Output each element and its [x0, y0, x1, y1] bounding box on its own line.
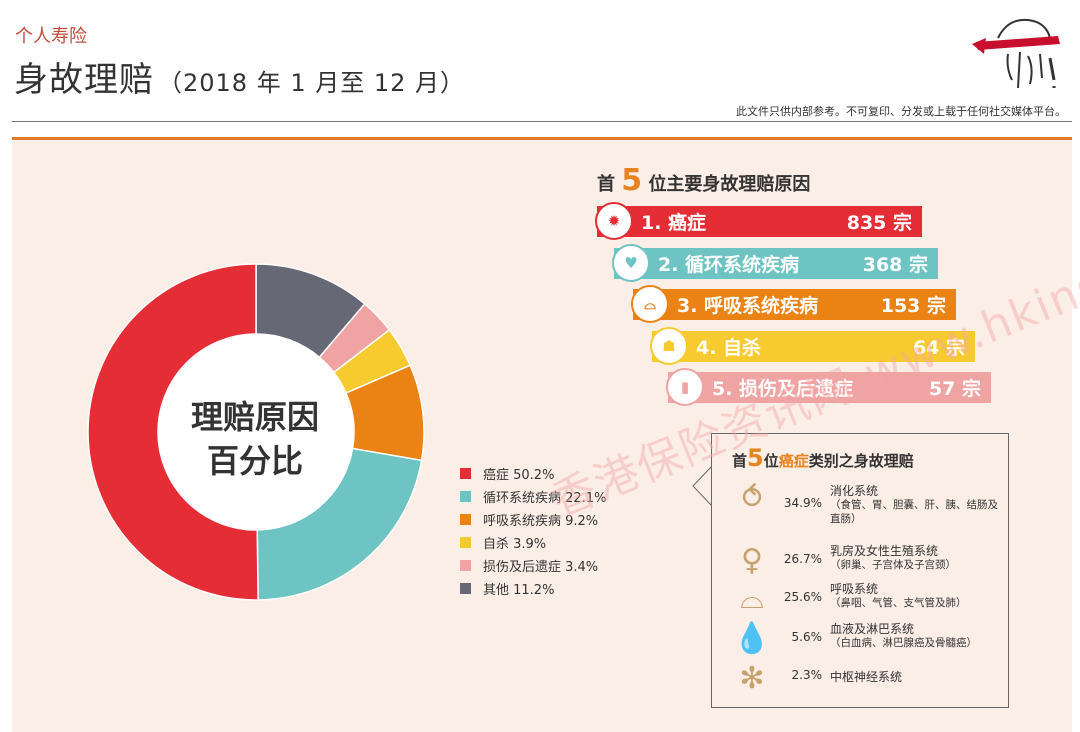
top5-title-suffix: 位主要身故理赔原因: [648, 174, 811, 195]
title-text: 身故理赔: [14, 60, 154, 100]
cancer-category-detail: （白血病、淋巴腺癌及骨髓癌）: [830, 637, 977, 649]
cause-name: 5. 损伤及后遗症: [712, 378, 854, 400]
cancer-title-highlight: 癌症: [778, 452, 809, 470]
cancer-category-name: 呼吸系统: [830, 582, 879, 596]
legend-swatch: [460, 468, 471, 479]
category-label: 个人寿险: [15, 26, 87, 47]
legend-swatch: [460, 537, 471, 548]
cause-count: 368 宗: [862, 254, 928, 276]
cancer-categories-box: 首5位癌症类别之身故理赔 ⥀ 34.9% 消化系统 （食管、胃、胆囊、肝、胰、结肠及直…: [711, 433, 1009, 708]
cause-count: 153 宗: [880, 295, 946, 317]
top5-causes-title: 首 5 位主要身故理赔原因: [597, 163, 810, 198]
cancer-title-number: 5: [747, 444, 764, 472]
cause-count: 835 宗: [846, 212, 912, 234]
cancer-category-pct: 34.9%: [783, 496, 822, 510]
cause-name: 4. 自杀: [696, 337, 762, 359]
legend-swatch: [460, 583, 471, 594]
cancer-title-middle: 位: [763, 452, 779, 470]
header-accent-rule: [12, 137, 1072, 140]
cause-icon-1: ✹: [595, 202, 633, 240]
legend-label: 自杀 3.9%: [483, 537, 547, 552]
top5-title-prefix: 首: [597, 174, 615, 195]
cancer-category-name: 乳房及女性生殖系统: [830, 544, 939, 558]
legend-item-1: 癌症 50.2%: [460, 462, 606, 485]
legend-item-6: 其他 11.2%: [460, 577, 606, 600]
legend-item-2: 循环系统疾病 22.1%: [460, 485, 606, 508]
cancer-category-pct: 2.3%: [791, 668, 823, 682]
top5-title-number: 5: [621, 163, 643, 198]
cancer-category-pct: 26.7%: [783, 552, 822, 566]
cancer-category-pct: 25.6%: [783, 590, 822, 604]
company-logo-icon: [972, 18, 1060, 89]
cause-bar-5: ▮ 5. 损伤及后遗症 57 宗: [666, 368, 991, 406]
cause-icon-5: ▮: [666, 368, 704, 406]
cause-name: 1. 癌症: [641, 212, 707, 234]
legend-label: 其他 11.2%: [483, 583, 555, 598]
cancer-category-name: 中枢神经系统: [830, 670, 903, 684]
donut-hole: [158, 334, 354, 530]
cancer-category-detail: （卵巢、子宫体及子宫颈）: [830, 559, 956, 571]
legend-item-4: 自杀 3.9%: [460, 531, 606, 554]
cancer-category-detail: （食管、胃、胆囊、肝、胰、结肠及直肠）: [830, 499, 998, 525]
title-period: （2018 年 1 月至 12 月）: [158, 69, 466, 97]
cause-count: 64 宗: [912, 337, 965, 359]
donut-center-line2: 百分比: [206, 442, 303, 480]
disclaimer: 此文件只供内部参考。不可复印、分发或上载于任何社交媒体平台。: [736, 105, 1066, 118]
donut-chart: [87, 263, 425, 601]
cause-bar-2: ♥ 2. 循环系统疾病 368 宗: [612, 244, 938, 282]
lungs-icon: ⌓: [740, 581, 764, 616]
cancer-title-prefix: 首: [732, 452, 748, 470]
donut-center-line1: 理赔原因: [190, 398, 319, 436]
cancer-category-detail: （鼻咽、气管、支气管及肺）: [830, 597, 967, 609]
uterus-icon: ♀: [741, 543, 763, 578]
cancer-box-title: 首5位癌症类别之身故理赔: [732, 444, 914, 472]
cancer-category-name: 血液及淋巴系统: [830, 622, 915, 636]
cause-name: 3. 呼吸系统疾病: [677, 295, 819, 317]
page-title: 身故理赔 （2018 年 1 月至 12 月）: [14, 52, 465, 101]
cancer-title-suffix: 类别之身故理赔: [808, 452, 914, 470]
legend-label: 损伤及后遗症 3.4%: [483, 560, 599, 575]
legend-swatch: [460, 560, 471, 571]
legend-label: 癌症 50.2%: [483, 468, 555, 483]
header: 个人寿险 身故理赔 （2018 年 1 月至 12 月） 此文件只供内部参考。不可…: [0, 0, 1080, 140]
cause-icon-2: ♥: [612, 244, 650, 282]
legend-label: 呼吸系统疾病 9.2%: [483, 514, 599, 529]
blood-drop-icon: 💧: [733, 621, 771, 656]
header-rule: [12, 121, 1072, 122]
cause-name: 2. 循环系统疾病: [658, 254, 800, 276]
callout-arrow-icon: [692, 466, 713, 506]
cancer-category-pct: 5.6%: [791, 630, 823, 644]
cause-bar-3: ⌓ 3. 呼吸系统疾病 153 宗: [631, 285, 956, 323]
stomach-icon: ⥀: [741, 481, 763, 516]
cancer-category-name: 消化系统: [830, 484, 879, 498]
donut-center-label: 理赔原因 百分比: [160, 395, 350, 483]
legend-swatch: [460, 491, 471, 502]
cause-icon-3: ⌓: [631, 285, 669, 323]
legend-item-5: 损伤及后遗症 3.4%: [460, 554, 606, 577]
cause-bar-1: ✹ 1. 癌症 835 宗: [595, 202, 922, 240]
legend-item-3: 呼吸系统疾病 9.2%: [460, 508, 606, 531]
cause-icon-4: ☗: [650, 327, 688, 365]
cause-bar-4: ☗ 4. 自杀 64 宗: [650, 327, 975, 365]
chart-legend: 癌症 50.2% 循环系统疾病 22.1% 呼吸系统疾病 9.2% 自杀 3.9% 损伤…: [460, 462, 606, 600]
neuron-icon: ✻: [739, 661, 765, 696]
cause-count: 57 宗: [928, 378, 981, 400]
legend-swatch: [460, 514, 471, 525]
legend-label: 循环系统疾病 22.1%: [483, 491, 607, 506]
